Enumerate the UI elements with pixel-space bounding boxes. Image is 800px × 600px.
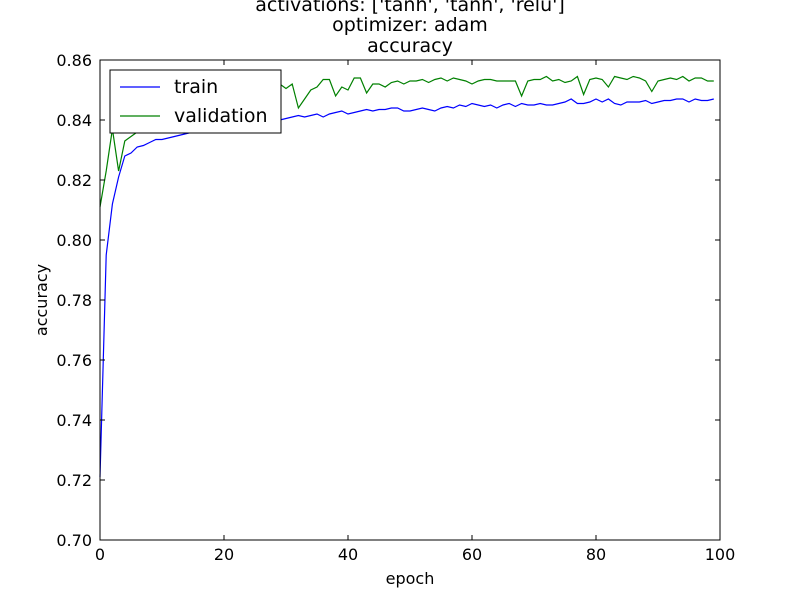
y-tick-label: 0.72 <box>56 471 92 490</box>
chart-title-line: accuracy <box>367 35 453 57</box>
y-tick-label: 0.78 <box>56 291 92 310</box>
y-tick-label: 0.84 <box>56 111 92 130</box>
x-tick-label: 20 <box>214 545 234 564</box>
x-axis-ticks: 0 20 40 60 80 100 <box>95 60 735 564</box>
x-axis-label: epoch <box>386 569 435 588</box>
legend-label-validation: validation <box>174 105 268 127</box>
y-tick-label: 0.70 <box>56 531 92 550</box>
series-line-train <box>99 98 714 478</box>
y-axis-ticks: 0.70 0.72 0.74 0.76 0.78 0.80 0.82 0.84 0.86 <box>56 51 720 550</box>
y-tick-label: 0.86 <box>56 51 92 70</box>
y-tick-label: 0.80 <box>56 231 92 250</box>
y-axis-label: accuracy <box>32 264 51 336</box>
x-tick-label: 60 <box>462 545 482 564</box>
y-tick-label: 0.82 <box>56 171 92 190</box>
x-tick-label: 40 <box>338 545 358 564</box>
chart-title: activations: ['tanh', 'tanh', 'relu']opt… <box>255 0 565 57</box>
y-tick-label: 0.76 <box>56 351 92 370</box>
x-tick-label: 100 <box>705 545 736 564</box>
chart-title-line: activations: ['tanh', 'tanh', 'relu'] <box>255 0 565 16</box>
x-tick-label: 80 <box>586 545 606 564</box>
legend: train validation <box>109 69 282 134</box>
x-tick-label: 0 <box>95 545 105 564</box>
y-tick-label: 0.74 <box>56 411 92 430</box>
legend-box <box>109 69 282 134</box>
legend-label-train: train <box>174 76 218 98</box>
chart-title-line: optimizer: adam <box>332 14 488 36</box>
